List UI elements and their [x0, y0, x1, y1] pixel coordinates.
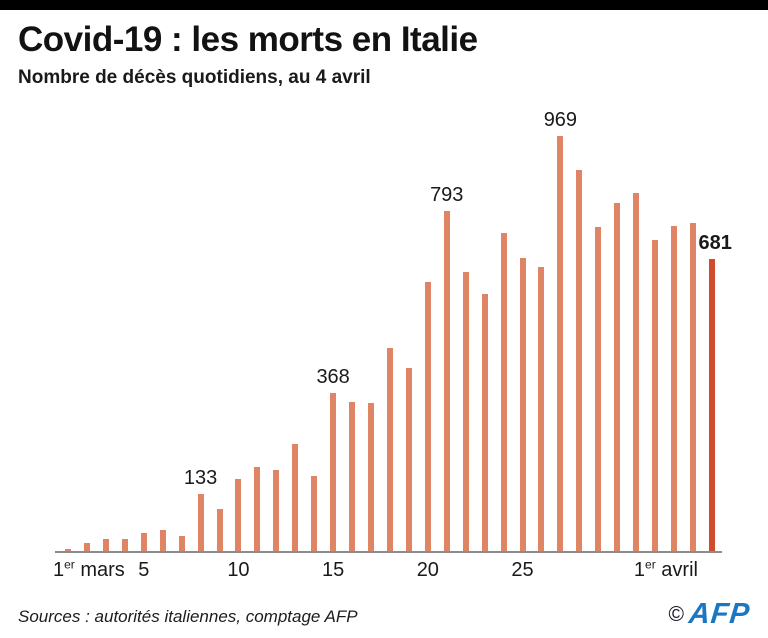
value-label-368: 368 — [316, 366, 350, 388]
bar-13-mars — [292, 444, 299, 551]
bar-15-mars: 368 15 — [316, 366, 349, 581]
top-bar — [0, 0, 768, 10]
bar-27-mars: 969 — [544, 109, 577, 551]
bar-5-mars: 5 — [138, 533, 149, 581]
source-text: Sources : autorités italiennes, comptage… — [18, 607, 358, 626]
bar-18-mars — [386, 348, 393, 551]
bar-chart: 1er mars 5 133 10 368 15 20 793 25 969 1er avril 68… — [53, 109, 732, 581]
bar-2-avril — [671, 226, 677, 551]
bar-16-mars — [349, 402, 356, 551]
bar-22-mars — [462, 272, 469, 551]
value-label-681: 681 — [698, 232, 732, 254]
x-tick-25: 25 — [511, 559, 534, 581]
bar-26-mars — [538, 267, 545, 551]
bar-12-mars — [273, 470, 280, 551]
bar-29-mars — [595, 227, 602, 551]
page-title: Covid-19 : les morts en Italie — [18, 20, 478, 59]
bar-14-mars — [311, 476, 318, 551]
bar-1-avril: 1er avril — [634, 240, 698, 581]
copyright-symbol: © — [668, 602, 684, 626]
bar-7-mars — [178, 536, 185, 551]
bar-19-mars — [405, 368, 412, 551]
value-label-969: 969 — [543, 109, 578, 131]
bar-1-mars: 1er mars — [53, 549, 125, 581]
x-tick-5: 5 — [138, 559, 150, 581]
afp-logo: © AFP — [668, 598, 752, 631]
bar-21-mars: 793 — [430, 184, 463, 551]
bar-20-mars: 20 — [417, 282, 439, 581]
x-tick-1er-avril: 1er avril — [633, 557, 698, 581]
x-tick-20: 20 — [416, 559, 439, 581]
bar-23-mars — [481, 294, 488, 551]
x-tick-10: 10 — [227, 559, 250, 581]
bar-6-mars — [159, 530, 166, 551]
value-label-793: 793 — [430, 184, 464, 206]
bar-9-mars — [216, 509, 223, 551]
bar-11-mars — [254, 467, 261, 551]
bar-4-avril: 681 — [699, 232, 732, 551]
x-tick-15: 15 — [322, 559, 345, 581]
bar-28-mars — [576, 170, 583, 551]
bar-2-mars — [83, 543, 90, 551]
bar-17-mars — [368, 403, 374, 551]
afp-logo-text: AFP — [687, 598, 752, 630]
bar-24-mars — [500, 233, 507, 551]
bar-10-mars: 10 — [227, 479, 250, 581]
bar-3-mars — [102, 539, 109, 551]
value-label-133: 133 — [183, 467, 218, 489]
bar-3-avril — [689, 223, 696, 551]
page-subtitle: Nombre de décès quotidiens, au 4 avril — [18, 67, 371, 88]
bar-8-mars: 133 — [184, 467, 217, 551]
x-tick-1er-mars: 1er mars — [53, 557, 125, 581]
bar-4-mars — [121, 539, 128, 551]
bar-25-mars: 25 — [511, 258, 534, 581]
bar-30-mars — [614, 203, 621, 551]
bar-31-mars — [633, 193, 640, 551]
